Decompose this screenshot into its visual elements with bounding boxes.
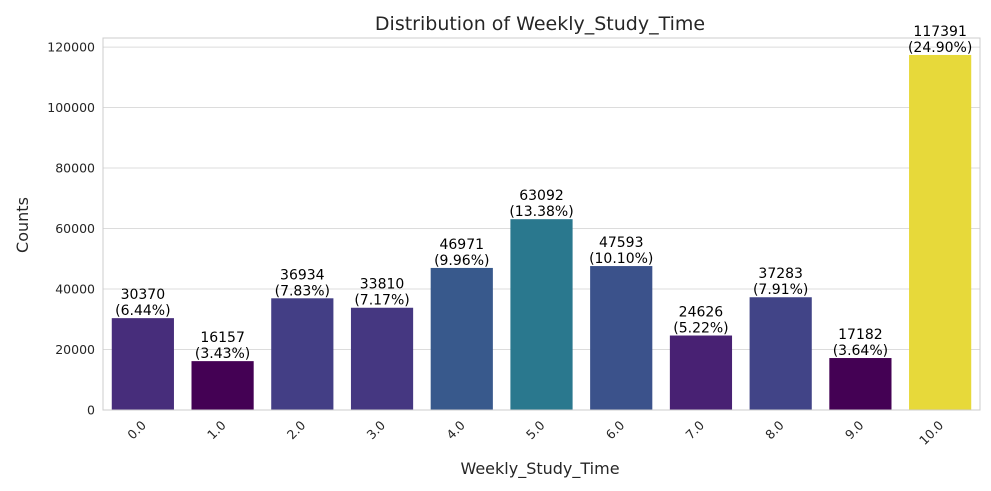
bar-count: 17182 — [838, 327, 883, 343]
bar-percent: (13.38%) — [509, 204, 573, 220]
bar-count: 117391 — [913, 24, 966, 40]
bar-count: 30370 — [121, 287, 166, 303]
bar-1.0 — [191, 361, 254, 410]
y-tick-label: 60000 — [55, 221, 95, 236]
bar-count: 36934 — [280, 267, 325, 283]
bar-value-label: 17182 (3.64%) — [833, 327, 888, 359]
bar-count: 16157 — [200, 330, 245, 346]
plot-frame — [102, 37, 981, 411]
bar-percent: (7.91%) — [753, 282, 808, 298]
bar-0.0 — [111, 318, 174, 410]
bar-count: 47593 — [599, 235, 644, 251]
bar-value-labels: 30370 (6.44%) 16157 (3.43%) 36934 (7.83%) 3381… — [115, 24, 972, 362]
bar-value-label: 16157 (3.43%) — [195, 330, 250, 362]
bar-value-label: 36934 (7.83%) — [275, 267, 330, 299]
bar-value-label: 33810 (7.17%) — [354, 277, 409, 309]
bar-percent: (3.43%) — [195, 346, 250, 362]
y-tick-label: 40000 — [55, 282, 95, 297]
y-tick-label: 100000 — [47, 100, 95, 115]
bar-value-label: 63092 (13.38%) — [509, 188, 573, 220]
y-tick-label: 20000 — [55, 342, 95, 357]
bar-percent: (7.83%) — [275, 283, 330, 299]
y-tick-labels: 0 20000 40000 60000 80000 100000 120000 — [47, 40, 95, 418]
bar-10.0 — [909, 54, 972, 410]
bar-value-label: 37283 (7.91%) — [753, 266, 808, 298]
chart-title: Distribution of Weekly_Study_Time — [375, 13, 705, 35]
y-axis-label: Counts — [13, 197, 32, 253]
y-tick-label: 80000 — [55, 161, 95, 176]
bar-value-label: 24626 (5.22%) — [673, 305, 728, 337]
bars — [111, 54, 972, 410]
bar-percent: (5.22%) — [673, 321, 728, 337]
bar-8.0 — [749, 297, 812, 410]
bar-percent: (9.96%) — [434, 253, 489, 269]
bar-5.0 — [510, 219, 573, 410]
bar-4.0 — [430, 267, 493, 410]
bar-6.0 — [590, 266, 653, 410]
bar-3.0 — [350, 307, 414, 410]
bar-value-label: 46971 (9.96%) — [434, 237, 489, 269]
bar-value-label: 30370 (6.44%) — [115, 287, 170, 319]
bar-9.0 — [829, 358, 892, 410]
bar-value-label: 47593 (10.10%) — [589, 235, 653, 267]
bar-count: 37283 — [758, 266, 803, 282]
y-tick-label: 0 — [87, 403, 95, 418]
bar-7.0 — [669, 335, 733, 410]
bar-percent: (6.44%) — [115, 303, 170, 319]
bar-percent: (24.90%) — [908, 40, 972, 56]
bar-count: 46971 — [439, 237, 484, 253]
bar-count: 33810 — [360, 277, 405, 293]
bar-percent: (3.64%) — [833, 343, 888, 359]
x-axis-label: Weekly_Study_Time — [460, 459, 619, 479]
bar-count: 24626 — [679, 305, 724, 321]
bar-percent: (10.10%) — [589, 251, 653, 267]
bar-2.0 — [271, 298, 334, 410]
y-tick-label: 120000 — [47, 40, 95, 55]
bar-count: 63092 — [519, 188, 564, 204]
bar-percent: (7.17%) — [354, 293, 409, 309]
bar-value-label: 117391 (24.90%) — [908, 24, 972, 56]
